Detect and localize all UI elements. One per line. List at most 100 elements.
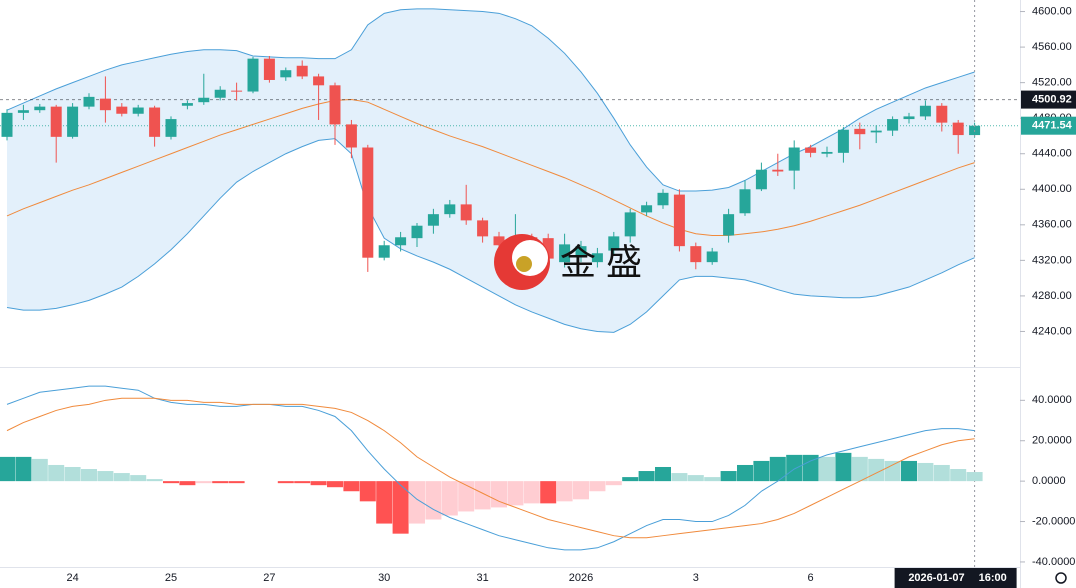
histogram-bar (277, 481, 294, 484)
price-label: 4500.92 (1032, 94, 1072, 106)
candle-body (936, 105, 948, 123)
candle-body (739, 189, 751, 214)
histogram-bar (179, 481, 196, 486)
y-tick-label: 4440.00 (1032, 148, 1072, 160)
candle-body (575, 246, 587, 256)
indicator-line (6, 99, 975, 236)
watermark-text: 金 盛 (560, 242, 642, 283)
histogram-bar (146, 479, 163, 482)
price-label-box (1021, 90, 1076, 109)
x-tick-label: 24 (66, 572, 78, 584)
histogram-bar (212, 481, 229, 484)
histogram-bar (720, 471, 737, 482)
candle-body (411, 225, 423, 239)
histogram-bar (392, 481, 409, 534)
candle-body (952, 122, 964, 136)
y-tick-label: 4600.00 (1032, 5, 1072, 17)
macd-panel (0, 385, 983, 551)
y-tick-label: -20.0000 (1032, 515, 1075, 527)
price-label: 4471.54 (1032, 120, 1073, 132)
histogram-bar (441, 481, 458, 516)
candle-body (280, 70, 292, 78)
histogram-bar (819, 456, 835, 482)
candle-body (903, 116, 915, 120)
candle-body (870, 130, 882, 133)
crosshair-box (894, 568, 1017, 588)
histogram-bar (376, 481, 393, 524)
y-tick-label: 0.0000 (1032, 475, 1066, 487)
candle-body (17, 110, 29, 113)
y-tick-label: 4520.00 (1032, 77, 1072, 89)
candle-body (181, 103, 193, 106)
histogram-bar (195, 481, 212, 484)
x-tick-label: 3 (693, 572, 699, 584)
histogram-bar (48, 464, 65, 482)
histogram-bar (327, 481, 343, 488)
histogram-bar (310, 481, 327, 486)
histogram-bar (950, 469, 967, 482)
y-tick-label: 4320.00 (1032, 254, 1072, 266)
candle-body (657, 192, 669, 206)
x-tick-label: 6 (808, 572, 814, 584)
candle-body (214, 89, 226, 98)
candle-body (641, 205, 653, 213)
indicator-line (6, 385, 975, 551)
y-tick-label: 4560.00 (1032, 41, 1072, 53)
candle-body (755, 169, 767, 190)
histogram-bar (966, 472, 983, 482)
candle-body (837, 129, 849, 153)
crosshair-time: 16:00 (979, 572, 1007, 584)
candle-body (67, 106, 79, 137)
x-tick-label: 25 (165, 572, 177, 584)
x-tick-label: 30 (378, 572, 390, 584)
candle-body (805, 147, 817, 153)
price-panel (0, 0, 1020, 567)
histogram-bar (884, 460, 901, 482)
histogram-bar (655, 466, 671, 482)
gear[interactable] (1055, 572, 1067, 584)
candle-body (919, 105, 931, 117)
histogram-bar (523, 481, 540, 504)
histogram-bar (294, 481, 311, 484)
candle-body (231, 90, 243, 92)
candle-body (591, 253, 603, 263)
candle-body (362, 147, 374, 258)
candle-body (50, 106, 62, 137)
candle-body (247, 58, 259, 92)
histogram-bar (835, 452, 852, 482)
candle-body (723, 214, 735, 236)
y-tick-label: 40.0000 (1032, 394, 1072, 406)
candle-body (559, 244, 571, 263)
price-label-box (1021, 116, 1076, 135)
candle-body (542, 238, 554, 259)
candle-body (477, 220, 489, 237)
candle-body (263, 58, 275, 80)
histogram-bar (737, 464, 753, 482)
histogram-bar (359, 481, 376, 502)
candle-body (149, 107, 161, 137)
candle-body (690, 246, 702, 263)
y-tick-label: 20.0000 (1032, 435, 1072, 447)
y-tick-label: 4280.00 (1032, 290, 1072, 302)
logo-inner (512, 240, 548, 276)
candle-body (608, 236, 620, 251)
histogram-bar (64, 466, 81, 482)
candle-body (624, 212, 636, 237)
histogram-bar (573, 481, 589, 500)
settings-icon[interactable] (1055, 572, 1067, 584)
candle-body (345, 124, 357, 148)
histogram-bar (540, 481, 557, 504)
y-tick-label: -40.0000 (1032, 556, 1075, 568)
candle-body (198, 97, 210, 103)
histogram-bar (458, 481, 475, 512)
histogram-bar (605, 481, 622, 486)
x-tick-label: 27 (263, 572, 275, 584)
histogram-bar (409, 481, 425, 524)
candle-body (99, 98, 111, 111)
candle-body (887, 119, 899, 131)
y-tick-label: 4360.00 (1032, 219, 1072, 231)
y-tick-label: 4240.00 (1032, 325, 1072, 337)
candle-body (772, 169, 784, 172)
watermark: 金 盛 (494, 234, 642, 290)
candle-body (673, 194, 685, 247)
